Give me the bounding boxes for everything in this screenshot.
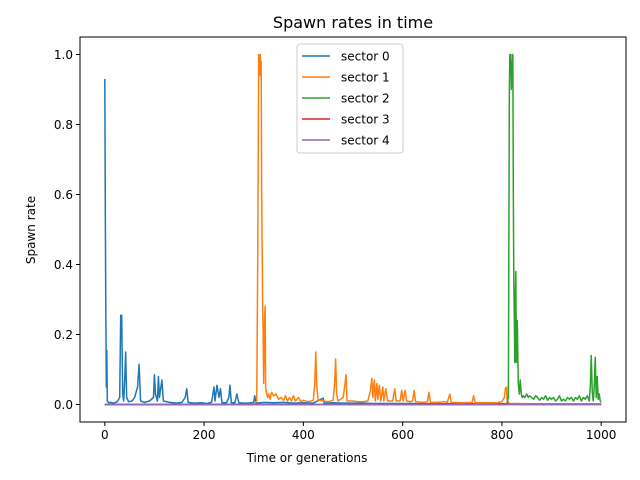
y-tick-label: 0.8 xyxy=(54,118,73,132)
x-tick-label: 800 xyxy=(490,428,513,442)
y-tick-label: 0.2 xyxy=(54,328,73,342)
y-tick-label: 0.4 xyxy=(54,258,73,272)
series-line-sector-1 xyxy=(104,53,602,406)
x-axis-label: Time or generations xyxy=(246,451,368,465)
x-tick-label: 400 xyxy=(292,428,315,442)
y-ticks: 0.0 0.2 0.4 0.6 0.8 1.0 xyxy=(54,48,80,412)
y-tick-label: 0.6 xyxy=(54,188,73,202)
y-axis-label: Spawn rate xyxy=(24,196,38,264)
legend-label-sector-1: sector 1 xyxy=(341,71,390,85)
legend-label-sector-0: sector 0 xyxy=(341,50,390,64)
x-tick-label: 600 xyxy=(391,428,414,442)
series-layer xyxy=(104,53,602,406)
y-tick-label: 1.0 xyxy=(54,48,73,62)
y-tick-label: 0.0 xyxy=(54,398,73,412)
legend-label-sector-3: sector 3 xyxy=(341,113,390,127)
legend-box xyxy=(296,43,404,154)
legend-label-sector-4: sector 4 xyxy=(341,134,390,148)
x-tick-label: 1000 xyxy=(586,428,617,442)
series-line-sector-2 xyxy=(104,53,602,406)
x-tick-label: 200 xyxy=(193,428,216,442)
legend: sector 0 sector 1 sector 2 sector 3 sector 4 xyxy=(296,43,404,154)
chart-title: Spawn rates in time xyxy=(273,13,433,32)
x-tick-label: 0 xyxy=(101,428,109,442)
axes-frame xyxy=(79,36,627,423)
legend-label-sector-2: sector 2 xyxy=(341,92,390,106)
x-ticks: 0 200 400 600 800 1000 xyxy=(101,422,616,442)
